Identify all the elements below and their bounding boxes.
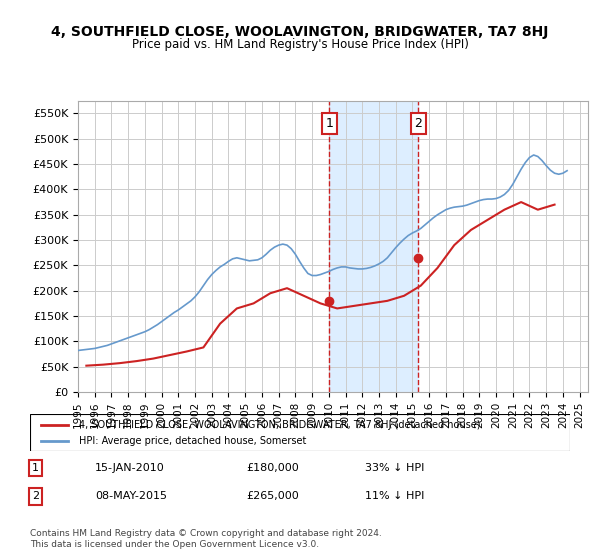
Text: Price paid vs. HM Land Registry's House Price Index (HPI): Price paid vs. HM Land Registry's House … (131, 38, 469, 51)
Bar (329, 101, 418, 392)
Text: 1: 1 (32, 463, 39, 473)
Text: 4, SOUTHFIELD CLOSE, WOOLAVINGTON, BRIDGWATER, TA7 8HJ: 4, SOUTHFIELD CLOSE, WOOLAVINGTON, BRIDG… (52, 25, 548, 39)
Text: £180,000: £180,000 (246, 463, 299, 473)
Text: 2: 2 (32, 491, 39, 501)
Text: 1: 1 (326, 117, 334, 130)
Text: £265,000: £265,000 (246, 491, 299, 501)
Text: 33% ↓ HPI: 33% ↓ HPI (365, 463, 424, 473)
Text: 15-JAN-2010: 15-JAN-2010 (95, 463, 164, 473)
Text: Contains HM Land Registry data © Crown copyright and database right 2024.
This d: Contains HM Land Registry data © Crown c… (30, 529, 382, 549)
Text: HPI: Average price, detached house, Somerset: HPI: Average price, detached house, Some… (79, 436, 306, 446)
Text: 2: 2 (415, 117, 422, 130)
Text: 08-MAY-2015: 08-MAY-2015 (95, 491, 167, 501)
Text: 11% ↓ HPI: 11% ↓ HPI (365, 491, 424, 501)
Text: 4, SOUTHFIELD CLOSE, WOOLAVINGTON, BRIDGWATER, TA7 8HJ (detached house): 4, SOUTHFIELD CLOSE, WOOLAVINGTON, BRIDG… (79, 419, 480, 430)
